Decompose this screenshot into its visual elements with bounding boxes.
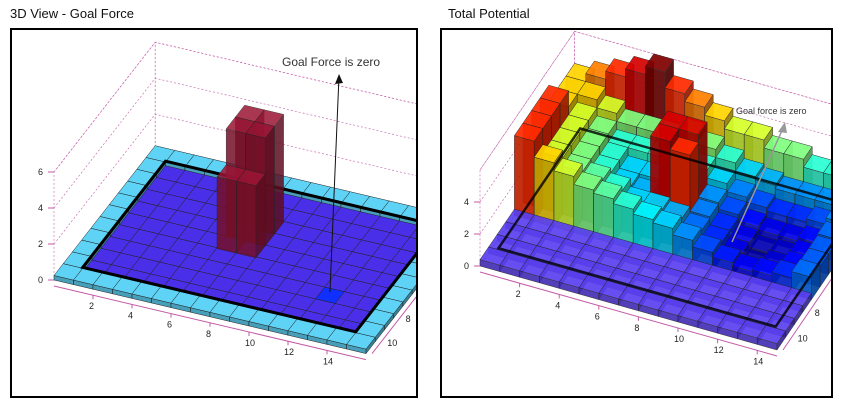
- goal-force-x-tick-label: 12: [284, 347, 294, 357]
- total-potential-chart-panel: 2468101214246810024Goal force is zero: [440, 28, 833, 398]
- total-potential-annotation-arrow: [731, 125, 785, 243]
- total-potential-z-tick-label: 4: [464, 197, 469, 207]
- goal-force-z-tick-label: 2: [38, 239, 43, 249]
- goal-force-x-tick-label: 10: [245, 338, 255, 348]
- goal-force-y-axis: [371, 296, 416, 354]
- goal-force-z-tick-label: 6: [38, 167, 43, 177]
- right-chart-title: Total Potential: [448, 6, 530, 21]
- goal-force-cell: [346, 332, 376, 355]
- total-potential-z-tick-label: 2: [464, 229, 469, 239]
- goal-force-x-tick-label: 4: [128, 310, 133, 320]
- goal-force-x-tick-label: 2: [89, 301, 94, 311]
- total-potential-z-tick-label: 0: [464, 261, 469, 271]
- goal-force-zgrid-2: [53, 77, 416, 209]
- goal-force-zgrid-3: [53, 41, 416, 173]
- goal-force-obstacle: [216, 104, 285, 259]
- goal-force-chart-panel: 24681012142468100246Goal Force is zero: [10, 28, 418, 398]
- total-potential-boundary-outline: [496, 127, 831, 329]
- total-potential-y-axis: [782, 278, 831, 351]
- goal-force-boundary-outline: [80, 159, 416, 334]
- total-potential-zgrid-3: [479, 31, 831, 171]
- goal-force-x-tick-label: 6: [167, 320, 172, 330]
- total-potential-zgrid-2: [479, 63, 831, 203]
- total-potential-x-tick-label: 8: [634, 323, 639, 333]
- goal-force-annotation-arrow: [329, 75, 340, 293]
- total-potential-x-tick-label: 10: [674, 334, 684, 344]
- total-potential-arrow-head: [778, 122, 787, 133]
- goal-force-annotation: Goal Force is zero: [282, 55, 380, 69]
- goal-force-y-tick-label: 8: [406, 314, 411, 324]
- goal-force-y-tick-label: 10: [387, 338, 397, 348]
- total-potential-x-tick-label: 6: [595, 312, 600, 322]
- goal-force-arrow-head: [335, 74, 343, 84]
- goal-force-z-tick-label: 0: [38, 275, 43, 285]
- goal-force-x-tick-label: 8: [206, 329, 211, 339]
- goal-force-z-tick-label: 4: [38, 203, 43, 213]
- total-potential-bars: [479, 53, 831, 351]
- total-potential-cell: [756, 325, 787, 351]
- total-potential-y-tick-label: 10: [798, 333, 808, 343]
- total-potential-3d-chart: 2468101214246810024Goal force is zero: [464, 30, 831, 366]
- total-potential-x-axis: [479, 271, 778, 357]
- goal-force-x-tick-label: 14: [323, 356, 333, 366]
- goal-force-zgrid-1: [53, 113, 416, 245]
- total-potential-x-tick-label: 12: [714, 345, 724, 355]
- total-potential-x-tick-label: 14: [753, 356, 763, 366]
- goal-force-obstacle-column: [236, 169, 266, 259]
- total-potential-x-tick-label: 4: [555, 300, 560, 310]
- total-potential-y-tick-label: 8: [815, 308, 820, 318]
- total-potential-annotation: Goal force is zero: [736, 106, 807, 116]
- goal-force-3d-chart: 24681012142468100246Goal Force is zero: [38, 41, 416, 366]
- total-potential-x-tick-label: 2: [516, 289, 521, 299]
- left-chart-title: 3D View - Goal Force: [10, 6, 135, 21]
